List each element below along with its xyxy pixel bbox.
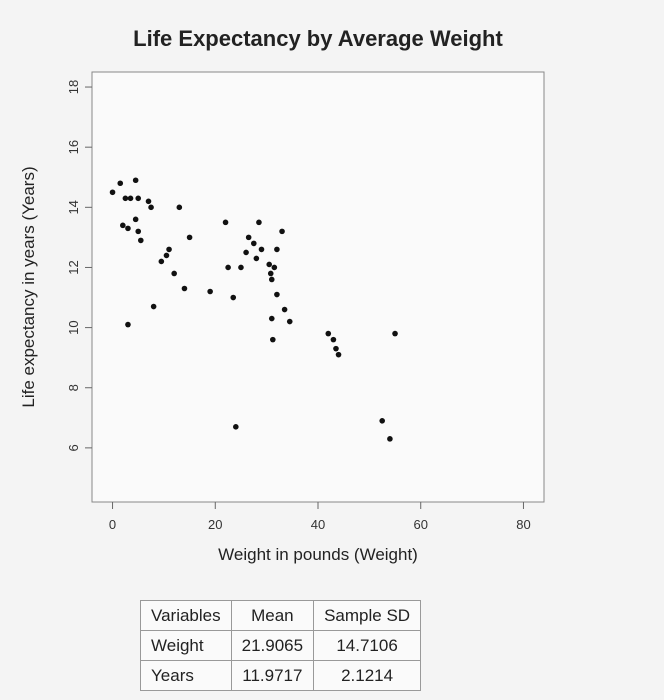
x-tick-label: 0 [109, 517, 116, 532]
data-point [109, 189, 116, 196]
x-axis: 0 20 40 60 80 [109, 502, 531, 532]
data-point [268, 276, 275, 283]
data-point [135, 195, 142, 202]
header-sample-sd: Sample SD [313, 600, 422, 631]
data-point [286, 318, 293, 325]
cell-sd: 14.7106 [313, 630, 422, 661]
cell-variable: Weight [140, 630, 232, 661]
data-point [379, 418, 386, 424]
data-point [186, 234, 193, 241]
y-tick-label: 12 [66, 260, 81, 274]
data-point [127, 195, 134, 202]
data-point [207, 288, 213, 295]
y-axis: 6 8 10 12 14 16 18 [66, 80, 92, 451]
data-point [271, 264, 278, 271]
data-points [109, 177, 398, 442]
data-point [274, 291, 280, 298]
data-point [230, 294, 237, 301]
plot-area [91, 71, 545, 503]
y-tick-label: 8 [66, 384, 81, 391]
chart-title: Life Expectancy by Average Weight [133, 26, 503, 51]
data-point [120, 222, 126, 229]
data-point [233, 424, 239, 430]
table-row: Years 11.9717 2.1214 [140, 660, 422, 691]
data-point [166, 246, 172, 253]
data-point [125, 225, 131, 232]
x-tick-label: 80 [516, 517, 530, 532]
header-mean: Mean [230, 600, 315, 631]
data-point [145, 198, 152, 205]
data-point [387, 436, 393, 442]
x-tick-label: 40 [311, 517, 325, 532]
data-point [122, 195, 129, 202]
data-point [250, 240, 257, 247]
data-point [117, 180, 124, 187]
data-point [163, 252, 170, 259]
data-point [335, 351, 342, 358]
data-point [171, 270, 177, 277]
data-point [137, 237, 144, 244]
data-point [330, 336, 337, 343]
data-point [266, 261, 273, 268]
x-tick-label: 20 [208, 517, 222, 532]
summary-statistics-table: Variables Mean Sample SD Weight 21.9065 … [140, 600, 422, 691]
data-point [125, 321, 131, 328]
table-header-row: Variables Mean Sample SD [140, 600, 422, 631]
data-point [279, 228, 285, 235]
data-point [176, 204, 183, 211]
data-point [245, 234, 252, 241]
data-point [268, 315, 275, 322]
data-point [150, 303, 157, 310]
data-point [325, 330, 332, 337]
cell-variable: Years [140, 660, 232, 691]
y-tick-label: 10 [66, 320, 81, 334]
data-point [267, 270, 274, 277]
scatter-chart: Life Expectancy by Average Weight 0 20 40 6… [19, 26, 545, 564]
y-tick-label: 14 [66, 200, 81, 214]
data-point [392, 330, 398, 337]
header-variables: Variables [140, 600, 232, 631]
data-point [148, 204, 154, 211]
x-axis-label: Weight in pounds (Weight) [218, 545, 418, 564]
data-point [222, 219, 229, 226]
data-point [270, 336, 276, 343]
data-point [256, 219, 262, 226]
data-point [333, 345, 339, 352]
data-point [181, 285, 188, 292]
data-point [258, 246, 265, 253]
cell-mean: 11.9717 [230, 660, 315, 691]
data-point [158, 258, 165, 265]
x-tick-label: 60 [413, 517, 427, 532]
data-point [281, 306, 288, 313]
data-point [243, 249, 249, 256]
y-tick-label: 18 [66, 80, 81, 94]
cell-sd: 2.1214 [313, 660, 422, 691]
data-point [253, 255, 260, 262]
y-tick-label: 16 [66, 140, 81, 154]
y-tick-label: 6 [66, 444, 81, 451]
data-point [274, 246, 280, 253]
data-point [238, 264, 244, 271]
table-row: Weight 21.9065 14.7106 [140, 630, 422, 661]
cell-mean: 21.9065 [230, 630, 315, 661]
data-point [135, 228, 142, 235]
data-point [132, 216, 139, 223]
data-point [132, 177, 139, 184]
data-point [225, 264, 231, 271]
y-axis-label: Life expectancy in years (Years) [19, 166, 38, 407]
